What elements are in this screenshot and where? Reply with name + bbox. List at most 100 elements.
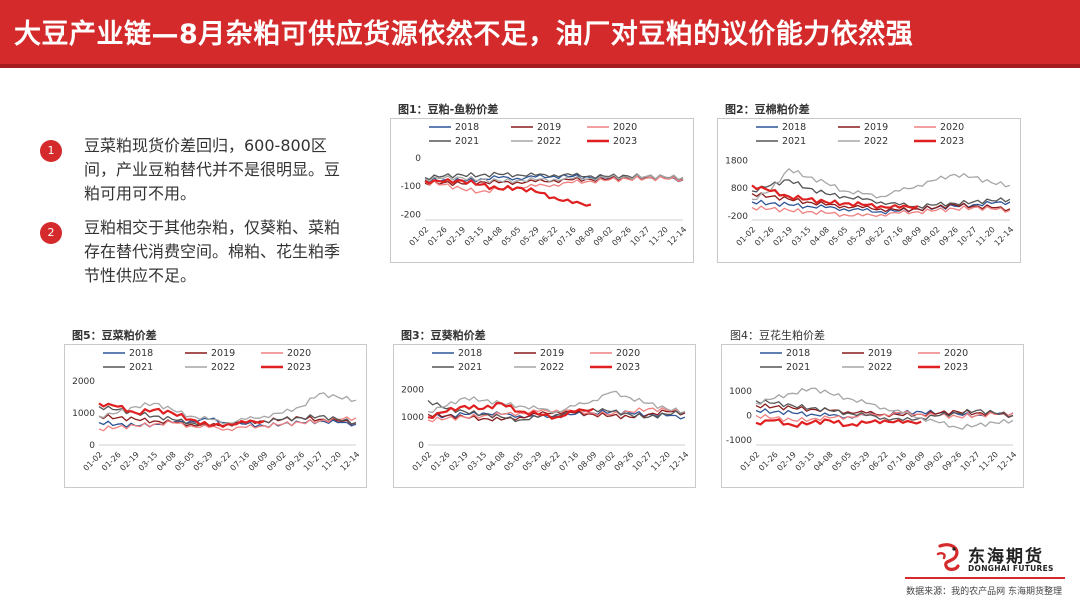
x-tick-label: 09-26 [937, 225, 960, 248]
series-line-2022 [424, 174, 684, 184]
y-tick-label: 0 [418, 441, 424, 451]
chart-svg: 2018 2019 2020 2021 2022 2023 1800 800 -200 01-02… [725, 122, 1016, 248]
legend-label-2018: 2018 [458, 348, 482, 359]
x-tick-label: 04-08 [484, 450, 507, 473]
x-tick-label: 10-27 [631, 450, 654, 473]
series-line-2020 [755, 410, 1014, 423]
company-logo: 东海期货 DONGHAI FUTURES [934, 542, 1064, 576]
x-tick-label: 12-14 [996, 450, 1019, 473]
x-tick-label: 08-09 [573, 225, 596, 248]
x-tick-label: 06-22 [537, 225, 560, 248]
legend-label-2022: 2022 [864, 136, 888, 147]
x-tick-label: 05-05 [827, 225, 850, 248]
x-tick-label: 06-22 [864, 225, 887, 248]
x-tick-label: 01-26 [426, 225, 449, 248]
x-tick-label: 05-05 [173, 450, 196, 473]
x-tick-label: 07-16 [555, 225, 578, 248]
chart-bean-sunflower-meal-spread: 2018 2019 2020 2021 2022 2023 2000 1000 0 01-02 01… [393, 344, 696, 488]
x-tick-label: 01-26 [753, 225, 776, 248]
x-tick-label: 12-14 [668, 450, 691, 473]
legend-label-2018: 2018 [129, 348, 153, 359]
legend-label-2023: 2023 [613, 136, 637, 147]
series-line-2023 [98, 402, 265, 428]
x-tick-label: 01-02 [408, 225, 431, 248]
series-line-2021 [427, 400, 686, 423]
legend-label-2019: 2019 [540, 348, 564, 359]
x-tick-label: 02-19 [771, 225, 794, 248]
y-tick-label: 0 [415, 154, 421, 164]
legend-label-2019: 2019 [537, 122, 561, 133]
x-tick-label: 03-15 [466, 450, 489, 473]
x-tick-label: 07-16 [882, 225, 905, 248]
bullet-number-badge: 1 [40, 140, 62, 162]
series-line-2019 [751, 192, 1011, 213]
bullet-text: 豆菜粕现货价差回归，600-800区间，产业豆粕替代并不是很明显。豆粕可用可不用… [84, 136, 341, 203]
series-line-2022 [98, 392, 357, 425]
series-line-2023 [751, 184, 919, 210]
chart-title-5: 图5：豆菜粕价差 [72, 329, 157, 342]
x-tick-label: 05-05 [502, 450, 525, 473]
x-tick-label: 04-08 [808, 225, 831, 248]
y-tick-label: 1000 [401, 413, 424, 423]
x-tick-label: 05-05 [830, 450, 853, 473]
legend-label-2021: 2021 [458, 362, 482, 373]
chart-title-4: 图4：豆花生粕价差 [730, 329, 825, 342]
series-line-2022 [751, 168, 1011, 201]
chart-svg: 2018 2019 2020 2021 2022 2023 0 -100 -200 01-0201… [401, 122, 689, 248]
series-line-2023 [424, 178, 592, 207]
x-tick-label: 05-05 [500, 225, 523, 248]
legend-label-2023: 2023 [944, 362, 968, 373]
x-tick-label: 11-20 [320, 450, 343, 473]
legend-label-2022: 2022 [211, 362, 235, 373]
x-tick-label: 02-19 [444, 225, 467, 248]
x-tick-label: 06-22 [210, 450, 233, 473]
legend-label-2018: 2018 [782, 122, 806, 133]
chart-title-1: 图1：豆粕-鱼粉价差 [398, 103, 499, 116]
x-tick-label: 06-22 [867, 450, 890, 473]
x-tick-label: 05-29 [845, 225, 868, 248]
footer-divider [905, 577, 1065, 579]
x-tick-label: 01-02 [411, 450, 434, 473]
y-tick-label: 0 [746, 411, 752, 421]
series-line-2021 [751, 179, 1011, 209]
legend-label-2019: 2019 [864, 122, 888, 133]
x-tick-label: 12-14 [993, 225, 1016, 248]
x-tick-label: 09-02 [592, 225, 615, 248]
x-tick-label: 11-20 [974, 225, 997, 248]
legend-label-2023: 2023 [616, 362, 640, 373]
x-tick-label: 09-26 [610, 225, 633, 248]
legend-label-2018: 2018 [455, 122, 479, 133]
legend-label-2022: 2022 [868, 362, 892, 373]
series-line-2021 [755, 399, 1014, 422]
x-tick-label: 11-20 [649, 450, 672, 473]
title-bar: 大豆产业链—8月杂粕可供应货源依然不足，油厂对豆粕的议价能力依然强 [0, 0, 1080, 68]
chart-title-2: 图2：豆棉粕价差 [725, 103, 810, 116]
legend-label-2021: 2021 [129, 362, 153, 373]
x-tick-label: 05-29 [521, 450, 544, 473]
legend-label-2023: 2023 [287, 362, 311, 373]
legend-label-2019: 2019 [211, 348, 235, 359]
bullet-item-2: 2 豆粕相交于其他杂粕，仅葵粕、菜粕存在替代消费空间。棉粕、花生粕季节性供应不足… [40, 216, 340, 296]
x-tick-label: 03-15 [790, 225, 813, 248]
x-tick-label: 11-20 [977, 450, 1000, 473]
x-tick-label: 08-09 [900, 225, 923, 248]
legend-label-2021: 2021 [455, 136, 479, 147]
x-tick-label: 05-29 [849, 450, 872, 473]
legend-label-2020: 2020 [616, 348, 640, 359]
x-tick-label: 01-26 [429, 450, 452, 473]
page-title: 大豆产业链—8月杂粕可供应货源依然不足，油厂对豆粕的议价能力依然强 [14, 19, 914, 50]
chart-title-3: 图3：豆葵粕价差 [401, 329, 486, 342]
legend-label-2020: 2020 [613, 122, 637, 133]
y-tick-label: 2000 [401, 385, 424, 395]
chart-bean-fish-meal-spread: 2018 2019 2020 2021 2022 2023 0 -100 -200 01-02 01… [390, 118, 694, 263]
x-tick-label: 11-20 [647, 225, 670, 248]
legend-label-2018: 2018 [786, 348, 810, 359]
x-tick-label: 03-15 [794, 450, 817, 473]
y-tick-label: 1000 [729, 387, 752, 397]
y-tick-label: -200 [401, 210, 422, 220]
dragon-logo-icon [936, 543, 960, 571]
x-tick-label: 08-09 [576, 450, 599, 473]
legend-label-2022: 2022 [540, 362, 564, 373]
y-tick-label: 800 [731, 184, 748, 194]
legend-label-2023: 2023 [940, 136, 964, 147]
